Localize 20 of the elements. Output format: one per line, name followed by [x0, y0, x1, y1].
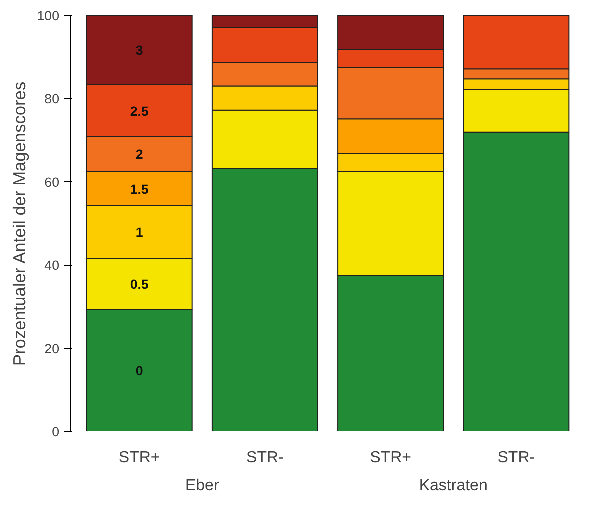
y-tick-label: 80 — [44, 92, 60, 107]
series-label: 3 — [136, 43, 144, 58]
series-label: 2.5 — [130, 104, 150, 119]
series-label: 0 — [136, 364, 144, 379]
y-tick-label: 20 — [44, 341, 60, 356]
x-tick-label: STR+ — [118, 450, 160, 466]
y-tick-label: 60 — [44, 174, 60, 190]
series-label: 0.5 — [130, 277, 150, 292]
text: Kastraten — [419, 478, 488, 494]
y-tick-label: 100 — [37, 8, 60, 24]
x-tick-label: STR- — [498, 450, 536, 466]
x-tick-label: STR+ — [370, 450, 412, 466]
text: Eber — [185, 478, 220, 494]
x-tick-label: STR- — [246, 450, 284, 466]
series-label: 1.5 — [130, 182, 150, 197]
y-tick-label: 40 — [44, 258, 60, 274]
y-axis-title: Prozentualer Anteil der Magenscores — [9, 82, 30, 366]
series-label: 1 — [136, 225, 144, 240]
series-label: 2 — [136, 147, 144, 162]
y-tick-label: 0 — [52, 424, 60, 440]
